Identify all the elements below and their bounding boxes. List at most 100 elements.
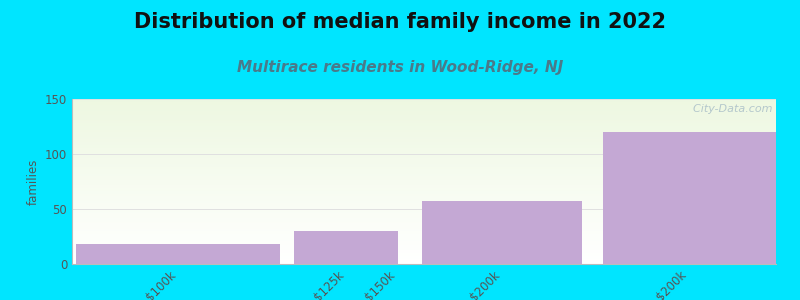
Bar xyxy=(72,100,776,101)
Bar xyxy=(72,205,776,206)
Bar xyxy=(72,242,776,243)
Bar xyxy=(72,152,776,153)
Bar xyxy=(72,223,776,224)
Bar xyxy=(72,250,776,251)
Bar xyxy=(72,249,776,250)
Bar xyxy=(72,187,776,188)
Bar xyxy=(72,104,776,105)
Bar xyxy=(72,158,776,159)
Bar xyxy=(72,139,776,140)
Bar xyxy=(72,101,776,102)
Bar xyxy=(72,151,776,152)
Bar xyxy=(72,191,776,192)
Bar xyxy=(72,112,776,113)
Bar xyxy=(72,256,776,257)
Bar xyxy=(72,201,776,202)
Bar xyxy=(72,193,776,194)
Bar xyxy=(72,128,776,129)
Bar xyxy=(72,173,776,174)
Bar xyxy=(72,226,776,227)
Bar xyxy=(72,251,776,252)
Bar xyxy=(72,167,776,168)
Bar xyxy=(72,192,776,193)
Bar xyxy=(72,262,776,263)
Bar xyxy=(72,138,776,139)
Bar xyxy=(72,241,776,242)
Bar xyxy=(72,204,776,205)
Bar xyxy=(72,163,776,164)
Bar xyxy=(72,225,776,226)
Bar xyxy=(72,99,776,100)
Bar xyxy=(72,113,776,114)
Bar xyxy=(72,168,776,169)
Bar xyxy=(72,217,776,218)
Bar xyxy=(72,165,776,166)
Bar xyxy=(72,202,776,203)
Bar xyxy=(72,127,776,128)
Bar xyxy=(72,137,776,138)
Bar xyxy=(72,129,776,130)
Bar xyxy=(72,116,776,117)
Bar xyxy=(72,105,776,106)
Bar xyxy=(72,203,776,204)
Bar xyxy=(72,227,776,228)
Bar xyxy=(72,200,776,201)
Bar xyxy=(72,246,776,247)
Bar xyxy=(72,121,776,122)
Bar xyxy=(422,201,582,264)
Bar xyxy=(72,210,776,211)
Bar xyxy=(72,196,776,197)
Bar xyxy=(72,207,776,208)
Bar xyxy=(72,231,776,232)
Bar xyxy=(72,248,776,249)
Bar xyxy=(72,150,776,151)
Bar xyxy=(72,177,776,178)
Bar xyxy=(72,220,776,221)
Bar xyxy=(72,157,776,158)
Bar xyxy=(72,140,776,141)
Bar xyxy=(72,164,776,165)
Bar xyxy=(72,199,776,200)
Bar xyxy=(72,195,776,196)
Bar xyxy=(72,131,776,132)
Bar xyxy=(72,161,776,162)
Bar xyxy=(72,109,776,110)
Bar xyxy=(72,240,776,241)
Bar xyxy=(72,130,776,131)
Text: Distribution of median family income in 2022: Distribution of median family income in … xyxy=(134,12,666,32)
Bar xyxy=(72,215,776,216)
Bar xyxy=(72,238,776,239)
Bar xyxy=(72,122,776,123)
Bar xyxy=(72,194,776,195)
Bar xyxy=(72,182,776,183)
Bar xyxy=(72,260,776,261)
Bar xyxy=(72,209,776,210)
Bar xyxy=(72,219,776,220)
Bar xyxy=(72,115,776,116)
Bar xyxy=(72,142,776,143)
Bar xyxy=(72,253,776,254)
Bar xyxy=(72,189,776,190)
Bar xyxy=(72,222,776,223)
Bar xyxy=(72,259,776,260)
Text: Multirace residents in Wood-Ridge, NJ: Multirace residents in Wood-Ridge, NJ xyxy=(237,60,563,75)
Bar xyxy=(72,110,776,111)
Bar xyxy=(72,178,776,179)
Bar xyxy=(72,257,776,258)
Bar xyxy=(72,236,776,237)
Bar xyxy=(72,186,776,187)
Bar xyxy=(72,102,776,103)
Bar xyxy=(72,170,776,171)
Bar xyxy=(72,120,776,121)
Bar xyxy=(72,261,776,262)
Bar xyxy=(72,132,776,133)
Bar xyxy=(72,212,776,213)
Bar xyxy=(72,221,776,222)
Bar xyxy=(72,230,776,231)
Bar xyxy=(72,107,776,108)
Bar xyxy=(72,143,776,144)
Bar xyxy=(72,133,776,134)
Bar xyxy=(72,232,776,233)
Bar xyxy=(603,132,776,264)
Bar xyxy=(72,111,776,112)
